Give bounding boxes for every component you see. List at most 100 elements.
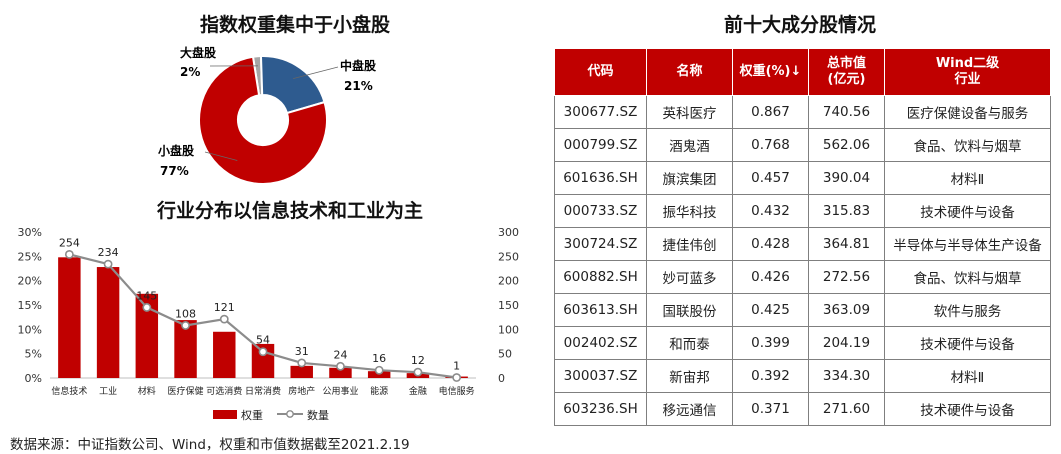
bar-weight — [58, 257, 81, 378]
x-tick-label: 材料 — [138, 385, 156, 397]
cell-market-cap: 334.30 — [808, 359, 885, 393]
header-name: 名称 — [646, 48, 733, 96]
cell-market-cap: 562.06 — [808, 128, 885, 162]
table-title: 前十大成分股情况 — [723, 14, 876, 36]
cell-market-cap: 364.81 — [808, 227, 885, 261]
x-tick-label: 电信服务 — [439, 385, 475, 397]
line-point — [336, 361, 345, 371]
line-point — [103, 259, 113, 269]
cell-name: 酒鬼酒 — [646, 128, 733, 162]
table-row: 300677.SZ 英科医疗 0.867 740.56 医疗保健设备与服务 — [554, 95, 1051, 129]
y-right-tick-label: 0 — [498, 372, 505, 385]
x-tick-label: 金融 — [409, 385, 427, 397]
bar-weight — [135, 293, 159, 378]
line-point — [64, 249, 74, 259]
line-data-label: 1 — [453, 360, 460, 373]
cell-name: 和而泰 — [646, 326, 733, 360]
cell-name: 国联股份 — [646, 293, 733, 327]
x-tick-label: 医疗保健 — [168, 385, 204, 397]
table-row: 603613.SH 国联股份 0.425 363.09 软件与服务 — [554, 293, 1051, 327]
cell-name: 英科医疗 — [646, 95, 733, 129]
cell-market-cap: 204.19 — [808, 326, 885, 360]
cell-weight: 0.867 — [732, 95, 809, 129]
x-tick-label: 公用事业 — [322, 385, 358, 397]
line-point — [297, 358, 307, 368]
bar-weight — [174, 320, 197, 378]
cell-market-cap: 740.56 — [808, 95, 885, 129]
cell-code: 002402.SZ — [554, 326, 647, 360]
cell-industry: 技术硬件与设备 — [884, 194, 1051, 228]
bar-weight — [290, 365, 313, 378]
table-row: 601636.SH 旗滨集团 0.457 390.04 材料Ⅱ — [554, 161, 1051, 195]
y-right-tick-label: 200 — [498, 275, 519, 288]
cell-name: 捷佳伟创 — [646, 227, 733, 261]
cell-industry: 软件与服务 — [884, 293, 1051, 327]
donut-slices — [198, 55, 328, 185]
header-weight: 权重(%)↓ — [732, 48, 809, 96]
cell-code: 601636.SH — [554, 161, 647, 195]
line-point — [219, 314, 229, 324]
bar-chart-title: 行业分布以信息技术和工业为主 — [156, 200, 423, 222]
x-tick-label: 工业 — [99, 386, 117, 397]
cell-industry: 材料Ⅱ — [884, 359, 1051, 393]
x-tick-label: 房地产 — [288, 385, 315, 397]
cell-market-cap: 272.56 — [808, 260, 885, 294]
donut-slice — [259, 55, 326, 115]
table-row: 300037.SZ 新宙邦 0.392 334.30 材料Ⅱ — [554, 359, 1051, 393]
line-point — [413, 367, 423, 377]
header-code: 代码 — [554, 48, 647, 96]
data-source-note: 数据来源：中证指数公司、Wind，权重和市值数据截至2021.2.19 — [10, 437, 410, 453]
header-market-cap: 总市值 (亿元) — [808, 48, 885, 96]
line-data-label: 145 — [136, 289, 157, 302]
cell-weight: 0.371 — [732, 392, 809, 426]
bar-weight — [96, 267, 120, 378]
y-right-tick-label: 100 — [498, 323, 519, 336]
x-tick-label: 日常消费 — [245, 385, 281, 397]
line-point — [452, 373, 462, 382]
cell-code: 300677.SZ — [554, 95, 647, 129]
cell-market-cap: 315.83 — [808, 194, 885, 228]
line-data-label: 121 — [214, 301, 235, 314]
y-left-tick-label: 20% — [18, 275, 42, 288]
cell-weight: 0.426 — [732, 260, 809, 294]
line-point — [374, 365, 384, 375]
cell-industry: 技术硬件与设备 — [884, 326, 1051, 360]
donut-label-mid-cap: 中盘股 — [340, 58, 377, 73]
table-row: 000733.SZ 振华科技 0.432 315.83 技术硬件与设备 — [554, 194, 1051, 228]
line-data-label: 16 — [372, 352, 386, 365]
cell-industry: 半导体与半导体生产设备 — [884, 227, 1051, 261]
cell-code: 600882.SH — [554, 260, 647, 294]
donut-pct-large-cap: 2% — [180, 65, 200, 79]
line-point — [258, 347, 268, 357]
x-tick-label: 信息技术 — [51, 385, 87, 397]
table-row: 600882.SH 妙可蓝多 0.426 272.56 食品、饮料与烟草 — [554, 260, 1051, 294]
line-data-label: 31 — [295, 345, 309, 358]
donut-leader-lines — [204, 65, 339, 161]
y-left-tick-label: 5% — [25, 348, 42, 361]
cell-code: 000799.SZ — [554, 128, 647, 162]
bar-weight — [329, 367, 352, 378]
y-left-tick-label: 0% — [25, 372, 42, 385]
cell-code: 000733.SZ — [554, 194, 647, 228]
legend-marker-count — [286, 410, 294, 418]
y-right-tick-label: 250 — [498, 250, 519, 263]
cell-market-cap: 271.60 — [808, 392, 885, 426]
y-left-tick-label: 25% — [18, 250, 42, 263]
donut-leader-line — [204, 151, 238, 161]
cell-weight: 0.425 — [732, 293, 809, 327]
legend-label-weight: 权重 — [241, 408, 263, 422]
line-data-label: 234 — [98, 246, 119, 259]
donut-slice — [198, 55, 328, 185]
table-row: 603236.SH 移远通信 0.371 271.60 技术硬件与设备 — [554, 392, 1051, 426]
donut-label-large-cap: 大盘股 — [180, 45, 217, 60]
donut-leader-line — [292, 66, 339, 79]
line-data-label: 108 — [175, 307, 196, 320]
legend-swatch-weight — [213, 410, 237, 419]
line-point — [142, 303, 152, 312]
donut-chart: 大盘股 2% 中盘股 21% 小盘股 77% — [158, 45, 377, 185]
table-header-row: 代码 名称 权重(%)↓ 总市值 (亿元) Wind二级 行业 — [554, 48, 1051, 96]
cell-name: 振华科技 — [646, 194, 733, 228]
cell-industry: 材料Ⅱ — [884, 161, 1051, 195]
y-right-tick-label: 50 — [498, 348, 512, 361]
cell-code: 300037.SZ — [554, 359, 647, 393]
